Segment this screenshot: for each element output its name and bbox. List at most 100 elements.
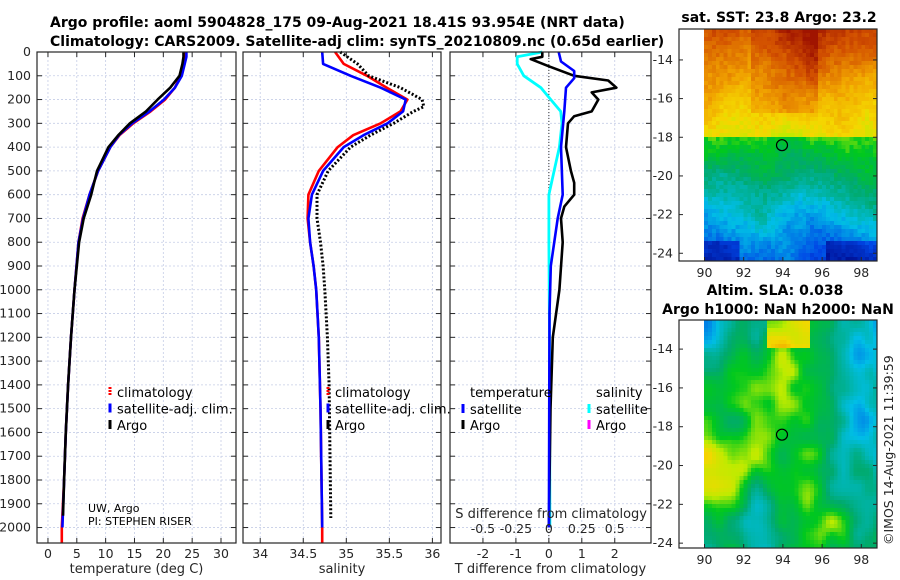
x-tick-label: 36: [424, 546, 440, 561]
legend-t-satellite-label: satellite: [470, 403, 522, 418]
title-line-2: Climatology: CARS2009. Satellite-adj cli…: [50, 34, 664, 50]
sst-map-title: sat. SST: 23.8 Argo: 23.2: [681, 10, 876, 26]
sst-map-lon-label: 92: [736, 265, 752, 280]
sla-map-lat-label: -20: [653, 458, 673, 473]
s-diff-tick-label: 0.5: [605, 521, 625, 536]
sla-map-lon-label: 90: [697, 552, 713, 567]
sla-map-lat-label: -16: [653, 380, 673, 395]
depth-tick-label: 1100: [0, 306, 31, 321]
axes-frame: [449, 51, 652, 544]
sst-map-image: [704, 29, 877, 261]
sst-map-lon-label: 98: [853, 265, 869, 280]
depth-tick-label: 100: [7, 68, 31, 83]
x-tick-label: 35: [338, 546, 354, 561]
x-tick-label: 20: [155, 546, 171, 561]
legend-s-argo-label: Argo: [596, 419, 626, 434]
depth-tick-label: 1900: [0, 496, 31, 511]
depth-tick-label: 600: [7, 187, 31, 202]
depth-tick-label: 0: [23, 44, 31, 59]
depth-tick-label: 1400: [0, 377, 31, 392]
sla-map-lat-label: -24: [653, 535, 673, 550]
x-axis-label: salinity: [319, 562, 366, 577]
sla-map-subtitle: Argo h1000: NaN h2000: NaN: [662, 302, 894, 318]
x-tick-label: 2: [611, 546, 619, 561]
sst-map-lat-label: -24: [653, 245, 673, 260]
sst-map-frame: [678, 28, 878, 262]
x-tick-label: 34.5: [289, 546, 317, 561]
depth-tick-label: 1600: [0, 424, 31, 439]
sla-map-lon-label: 96: [814, 552, 830, 567]
axes-frame: [242, 51, 442, 544]
x-tick-label: 0: [545, 546, 553, 561]
depth-tick-label: 1000: [0, 282, 31, 297]
t-satellite-diff-line: [547, 51, 576, 528]
sst-map-lat-label: -16: [653, 91, 673, 106]
legend-salinity-heading: salinity: [596, 386, 643, 401]
x-tick-label: 25: [184, 546, 200, 561]
sla-map-frame: [678, 319, 878, 549]
depth-tick-label: 500: [7, 163, 31, 178]
sst-map-lat-label: -20: [653, 168, 673, 183]
satellite-adj-clim-line: [307, 51, 408, 528]
panel-salinity: 34 34.5 35 35.5 36 salinity: [243, 51, 441, 577]
legend-argo-label: Argo: [117, 419, 147, 434]
depth-tick-label: 700: [7, 210, 31, 225]
sla-map-lon-label: 92: [736, 552, 752, 567]
sst-map-lat-label: -18: [653, 129, 673, 144]
legend-climatology-label: climatology: [117, 386, 193, 401]
sla-map-lat-label: -18: [653, 419, 673, 434]
legend-argo-label: Argo: [335, 419, 365, 434]
depth-tick-label: 2000: [0, 520, 31, 535]
legend-satellite-label: satellite-adj. clim.: [117, 403, 233, 418]
s-diff-tick-label: -0.5: [471, 521, 495, 536]
x-tick-label: -2: [477, 546, 489, 561]
x-tick-label: 5: [73, 546, 81, 561]
x-tick-label: -1: [510, 546, 522, 561]
sla-map-lat-label: -14: [653, 341, 673, 356]
float-position-marker: [775, 428, 789, 441]
depth-tick-label: 900: [7, 258, 31, 273]
legend-t-argo-label: Argo: [470, 419, 500, 434]
s-diff-axis-label: S difference from climatology: [455, 507, 647, 522]
depth-tick-label: 1700: [0, 448, 31, 463]
credit-pi: PI: STEPHEN RISER: [88, 515, 192, 528]
x-tick-label: 1: [578, 546, 586, 561]
s-diff-tick-label: -0.25: [500, 521, 532, 536]
s-diff-tick-label: 0: [545, 521, 553, 536]
x-tick-label: 30: [213, 546, 229, 561]
sla-map-lon-label: 98: [853, 552, 869, 567]
sla-map-image: [704, 320, 877, 548]
argo-line: [61, 52, 185, 516]
depth-tick-label: 300: [7, 115, 31, 130]
legend-satellite-label: satellite-adj. clim.: [335, 403, 451, 418]
x-tick-label: 34: [252, 546, 268, 561]
legend-s-satellite-label: satellite: [596, 403, 648, 418]
climatology-line: [60, 52, 187, 543]
sst-map-lat-label: -22: [653, 207, 673, 222]
axes-frame: [36, 51, 237, 544]
x-tick-label: 0: [44, 546, 52, 561]
title-line-1: Argo profile: aoml 5904828_175 09-Aug-20…: [50, 15, 625, 31]
s-diff-tick-label: 0.25: [568, 521, 596, 536]
float-position-marker: [775, 139, 789, 152]
panel-temperature: 0 5 10 15 20 25 30 temperature (deg C): [37, 51, 236, 577]
sst-map-lon-label: 94: [775, 265, 791, 280]
depth-tick-label: 200: [7, 92, 31, 107]
x-axis-label: T difference from climatology: [454, 562, 647, 577]
sla-map-title: Altim. SLA: 0.038: [707, 283, 844, 299]
legend-temperature-heading: temperature: [470, 386, 552, 401]
sst-map-lat-label: -14: [653, 52, 673, 67]
watermark: ©IMOS 14-Aug-2021 11:39:59: [881, 355, 896, 545]
sla-map-lon-label: 94: [775, 552, 791, 567]
sla-map-lat-label: -22: [653, 496, 673, 511]
sst-map-lon-label: 96: [814, 265, 830, 280]
x-tick-label: 10: [98, 546, 114, 561]
depth-tick-label: 800: [7, 234, 31, 249]
depth-tick-label: 400: [7, 139, 31, 154]
sst-map-lon-label: 90: [697, 265, 713, 280]
depth-tick-label: 1200: [0, 329, 31, 344]
x-axis-label: temperature (deg C): [70, 562, 204, 577]
x-tick-label: 35.5: [375, 546, 403, 561]
